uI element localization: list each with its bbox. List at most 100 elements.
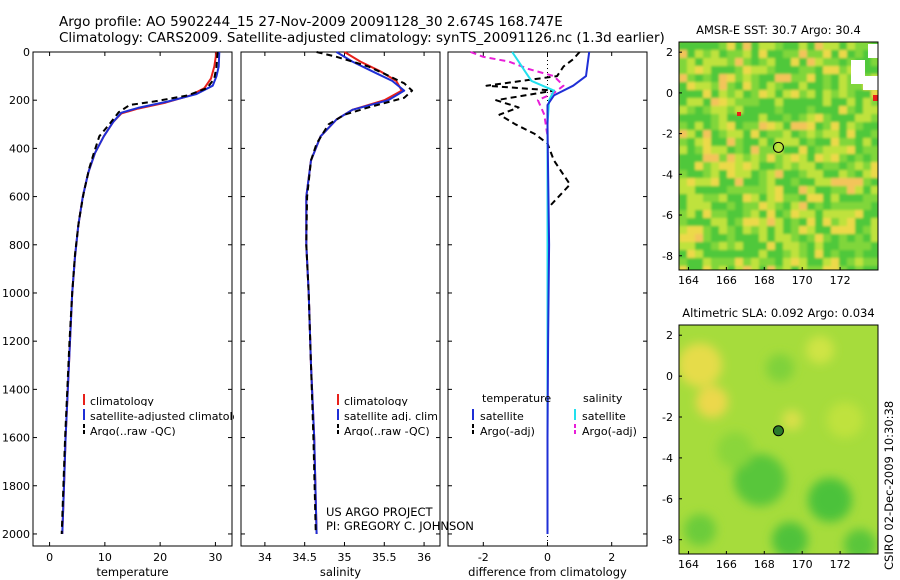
sst-cell [711,266,720,270]
sst-cell [783,82,792,91]
sst-cell [823,146,832,155]
sst-cell [775,250,784,259]
salinity-panel: 34 34.5 35 35.5 36 salinity climatology satelli… [240,51,441,579]
sst-cell [847,266,856,270]
salinity-legend-label: satellite adj. clim. [344,410,441,423]
sst-cell [863,122,872,131]
sst-cell [743,122,752,131]
sst-cell [807,82,816,91]
sst-cell [775,146,784,155]
sst-cell [783,106,792,115]
sst-cell [743,66,752,75]
sst-cell [727,106,736,115]
sst-cell [815,138,824,147]
sst-cell [815,258,824,267]
sst-cell [799,146,808,155]
sst-cell [807,242,816,251]
temperature-legend-label: Argo(..raw -QC) [90,425,176,438]
sst-cell [815,42,824,51]
sst-cell [703,194,712,203]
sst-cell [759,194,768,203]
sst-cell [863,266,872,270]
sst-cell [799,66,808,75]
sst-cell [711,242,720,251]
sst-cell [839,178,848,187]
sst-cell [679,90,688,99]
sst-cell [871,170,878,179]
sst-cell [695,98,704,107]
difference-xtick-label: 0 [544,551,551,564]
sst-cell [871,194,878,203]
sst-cell [815,74,824,83]
sst-cell [831,146,840,155]
sst-cell [839,98,848,107]
sst-cell [743,202,752,211]
sst-cell [823,90,832,99]
sst-cell [807,146,816,155]
sst-cell [791,250,800,259]
temperature-series-black [60,51,219,535]
sst-cell [703,58,712,67]
sst-cell [695,258,704,267]
sst-cell [807,218,816,227]
sst-cell [735,250,744,259]
sst-cell [815,234,824,243]
sst-cell [783,138,792,147]
sst-cell [695,226,704,235]
sst-cell [719,114,728,123]
sst-cell [759,170,768,179]
sst-cell [679,138,688,147]
sst-cell [799,42,808,51]
sst-cell [679,162,688,171]
salinity-series-black [305,51,414,535]
sst-cell [791,194,800,203]
sst-cell [831,266,840,270]
sst-cell [759,98,768,107]
sst-cell [735,162,744,171]
sst-cell [855,146,864,155]
sst-cell [863,50,872,59]
sla_map-ytick-label: 0 [666,370,673,383]
diff-legend-header-salinity: salinity [583,392,623,405]
depth-tick-label: 0 [23,46,30,59]
sst-cell [695,218,704,227]
sst-cell [807,42,816,51]
sst-cell [791,178,800,187]
sst-cell [815,226,824,235]
sst-cell [791,106,800,115]
sst-cell [863,58,872,67]
sst-cell [807,178,816,187]
sst-cell [687,154,696,163]
sst-cell [799,170,808,179]
sst-cell [871,98,878,107]
sst-cell [831,170,840,179]
sst-cell [719,266,728,270]
sst-cell [711,162,720,171]
sst-cell [767,258,776,267]
sst-cell [823,82,832,91]
sla_map-frame [678,324,879,555]
sst-cell [815,186,824,195]
sst-cell [863,42,872,51]
sst-cell [839,210,848,219]
sst-cell [783,226,792,235]
sst-cell [823,250,832,259]
sst-cell [863,194,872,203]
sst-cell [727,146,736,155]
sst-cell [743,138,752,147]
sst-cell [871,154,878,163]
sst-cell [687,202,696,211]
sst-cell [863,234,872,243]
sst-cell [871,250,878,259]
sst-cell [743,106,752,115]
sst-cell [823,178,832,187]
sst-cell [807,106,816,115]
sst-cell [855,266,864,270]
sst-cell [775,178,784,187]
sst-cell [735,90,744,99]
sla-blob [782,410,802,430]
sst-cell [831,178,840,187]
sst-cell [855,90,864,99]
sst-cell [831,114,840,123]
sst-cell [719,90,728,99]
